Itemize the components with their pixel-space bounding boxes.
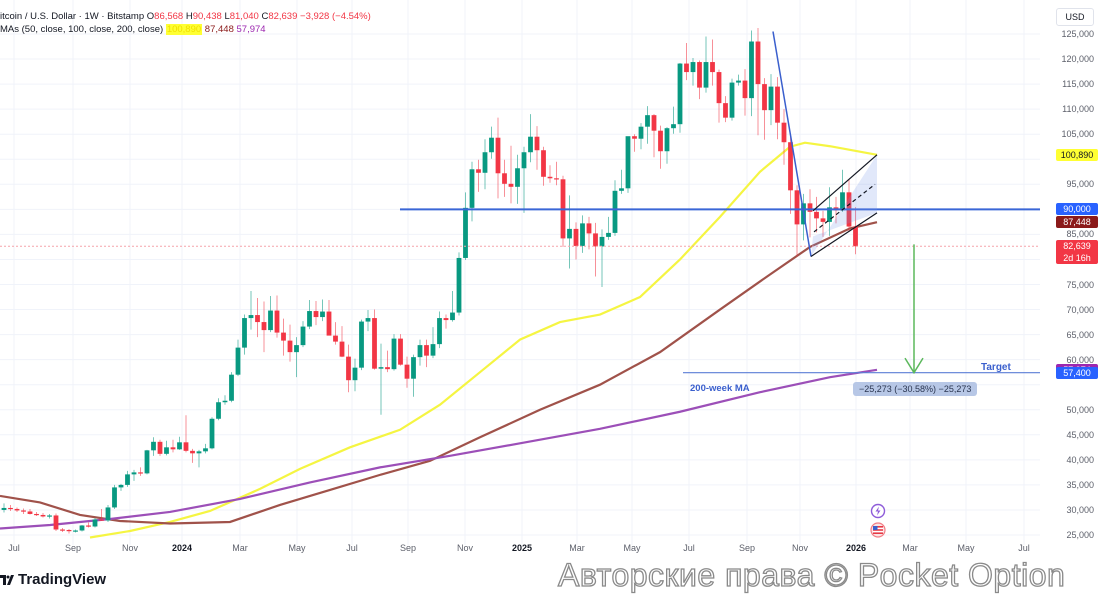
ma-indicator-title: MAs (50, close, 100, close, 200, close) xyxy=(0,24,164,35)
time-tick: Jul xyxy=(8,543,20,553)
ma100-value: 87,448 xyxy=(204,24,234,35)
candlestick-series xyxy=(1,27,858,534)
time-tick: Jul xyxy=(346,543,358,553)
tradingview-logo-icon xyxy=(0,574,14,585)
price-tick: 50,000 xyxy=(1066,404,1094,415)
chart-drawings[interactable] xyxy=(0,31,1040,375)
price-label-87448: 87,448 xyxy=(1056,216,1098,229)
lightning-event-icon[interactable] xyxy=(870,503,886,519)
time-tick: Sep xyxy=(738,543,756,553)
time-axis[interactable]: Jul Sep Nov 2024 Mar May Jul Sep Nov 2025 Mar May Ju… xyxy=(0,538,1040,562)
close-value: 82,639 xyxy=(268,11,298,22)
price-tick: 60,000 xyxy=(1066,354,1094,365)
price-tick: 115,000 xyxy=(1062,79,1094,90)
watermark: Авторские права © Pocket Option xyxy=(557,556,1066,593)
price-label-100890: 100,890 xyxy=(1056,148,1098,161)
price-tick: 95,000 xyxy=(1066,179,1094,190)
time-tick: Mar xyxy=(569,543,585,553)
time-tick: May xyxy=(623,543,641,553)
price-tick: 25,000 xyxy=(1066,530,1094,540)
time-tick: Sep xyxy=(399,543,417,553)
time-tick: Nov xyxy=(456,543,474,553)
high-value: 90,438 xyxy=(192,11,222,22)
price-tick: 45,000 xyxy=(1066,429,1094,440)
price-chart[interactable] xyxy=(0,0,1040,545)
tradingview-logo[interactable]: TradingView xyxy=(0,571,106,588)
price-tick: 70,000 xyxy=(1066,304,1094,315)
event-icons[interactable] xyxy=(868,503,888,539)
time-tick: Jul xyxy=(1018,543,1030,553)
time-tick: May xyxy=(288,543,306,553)
target-label: Target xyxy=(981,362,1011,373)
time-tick: May xyxy=(957,543,975,553)
time-tick: 2024 xyxy=(171,543,193,553)
time-tick: 2025 xyxy=(511,543,533,553)
time-tick: Nov xyxy=(121,543,139,553)
price-axis[interactable]: 125,000 120,000 115,000 110,000 105,000 95,00… xyxy=(1040,0,1100,545)
price-tick: 65,000 xyxy=(1066,329,1094,340)
price-tick: 105,000 xyxy=(1061,129,1094,140)
time-tick: Mar xyxy=(902,543,918,553)
time-tick: 2026 xyxy=(845,543,867,553)
chart-legend: itcoin / U.S. Dollar · 1W · Bitstamp O86… xyxy=(0,0,1040,40)
change-value: −3,928 (−4.54%) xyxy=(300,11,371,22)
bear-flag-channel[interactable] xyxy=(811,154,877,257)
low-value: 81,040 xyxy=(229,11,259,22)
price-label-82639: 82,639 2d 16h xyxy=(1056,240,1098,265)
ma200-annotation: 200-week MA xyxy=(690,383,750,394)
time-tick: Jul xyxy=(683,543,695,553)
currency-button[interactable]: USD xyxy=(1056,8,1094,26)
ma50-value: 100,890 xyxy=(165,24,203,35)
price-tick: 35,000 xyxy=(1066,479,1094,490)
chart-grid xyxy=(0,0,1040,545)
moving-average-lines xyxy=(0,141,878,539)
ma-legend-row[interactable]: MAs (50, close, 100, close, 200, close) … xyxy=(0,24,266,35)
symbol-legend-row[interactable]: itcoin / U.S. Dollar · 1W · Bitstamp O86… xyxy=(0,11,371,22)
open-value: 86,568 xyxy=(154,11,184,22)
logo-text: TradingView xyxy=(18,571,107,588)
price-tick: 125,000 xyxy=(1061,29,1094,39)
price-tick: 120,000 xyxy=(1061,54,1094,65)
price-label-57400: 57,400 xyxy=(1056,366,1098,379)
us-flag-event-icon[interactable] xyxy=(870,522,886,538)
price-tick: 75,000 xyxy=(1066,279,1094,290)
ma200-value: 57,974 xyxy=(236,24,266,35)
measure-tooltip: −25,273 (−30.58%) −25,273 xyxy=(853,382,978,396)
price-tick: 30,000 xyxy=(1066,504,1094,515)
price-tick: 85,000 xyxy=(1066,229,1094,240)
flagpole-trendline[interactable] xyxy=(772,31,812,257)
time-tick: Mar xyxy=(232,543,248,553)
price-tick: 40,000 xyxy=(1066,454,1094,465)
price-label-90000: 90,000 xyxy=(1056,203,1098,216)
time-tick: Nov xyxy=(791,543,809,553)
time-tick: Sep xyxy=(64,543,82,553)
price-tick: 110,000 xyxy=(1062,104,1094,115)
symbol-title: itcoin / U.S. Dollar · 1W · Bitstamp xyxy=(0,11,145,22)
